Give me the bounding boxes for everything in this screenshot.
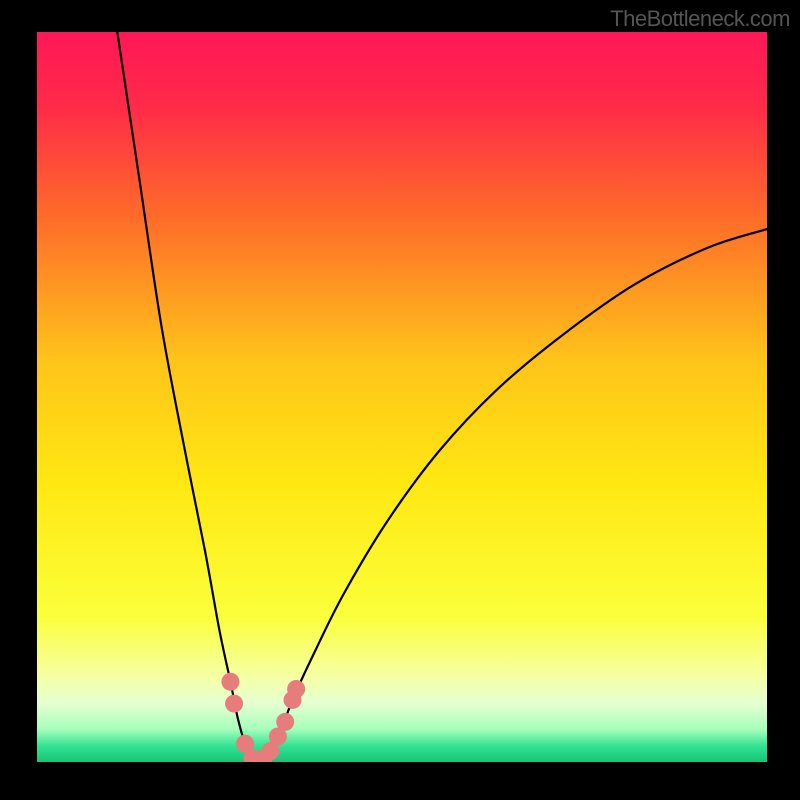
- chart-plot-area: [37, 32, 767, 762]
- marker-point: [225, 695, 243, 713]
- marker-point: [276, 713, 294, 731]
- watermark-text: TheBottleneck.com: [610, 6, 790, 32]
- chart-background: [37, 32, 767, 762]
- bottleneck-chart: [37, 32, 767, 762]
- marker-point: [221, 673, 239, 691]
- marker-point: [287, 680, 305, 698]
